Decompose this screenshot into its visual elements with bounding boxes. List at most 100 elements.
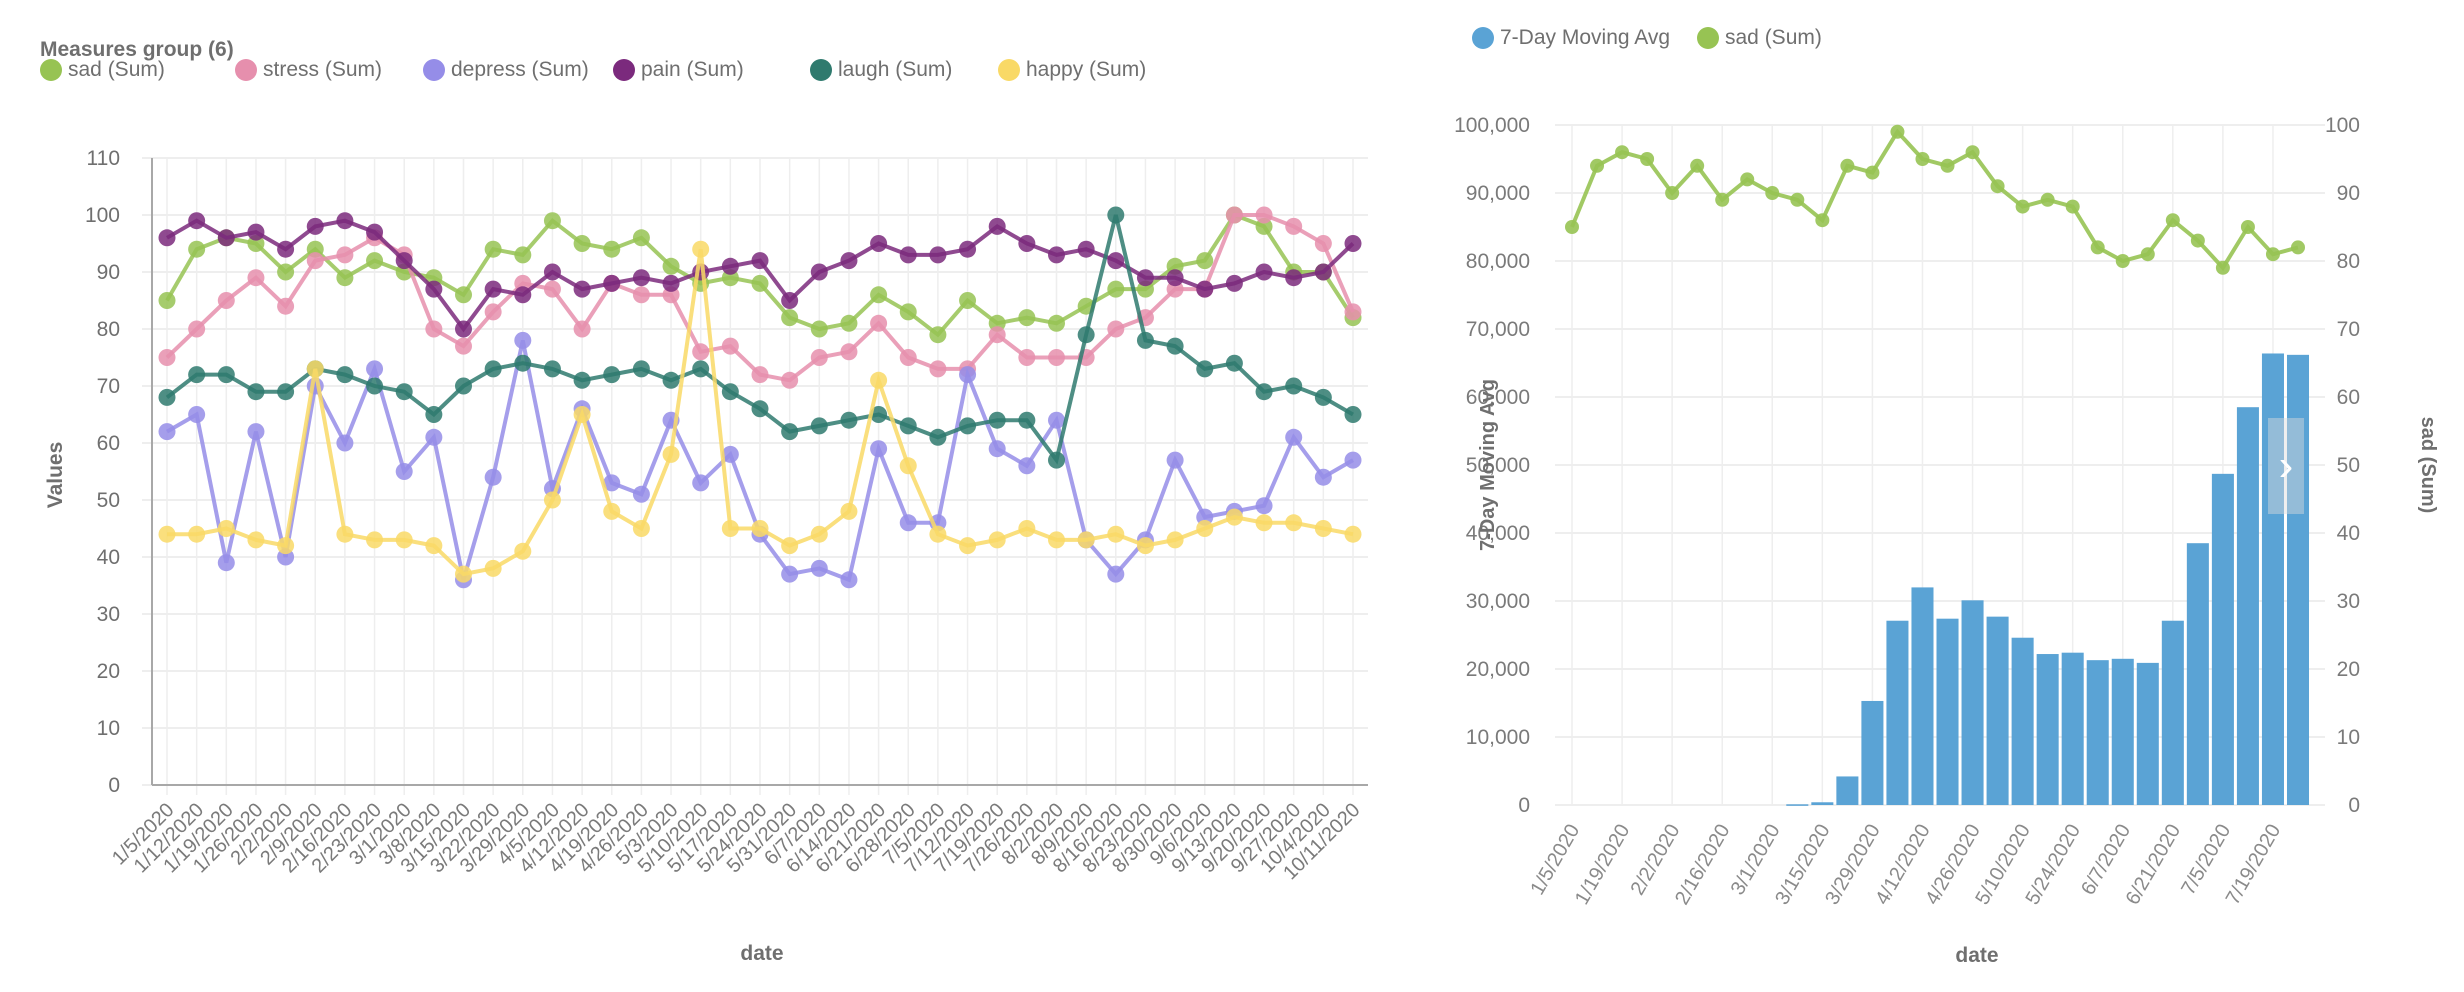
- data-point: [1590, 158, 1605, 173]
- data-point: [484, 240, 502, 258]
- right-chart-bars: [1786, 353, 2310, 806]
- data-point: [721, 383, 739, 401]
- data-point: [662, 257, 680, 275]
- y-tick-label-right: 50: [2337, 454, 2360, 477]
- data-point: [781, 537, 799, 555]
- data-point: [870, 406, 888, 423]
- legend-item-happy[interactable]: happy (Sum): [998, 58, 1146, 82]
- data-point: [395, 531, 413, 549]
- data-point: [870, 371, 888, 389]
- y-tick-label-left: 90,000: [1466, 182, 1530, 205]
- legend-label: stress (Sum): [263, 58, 383, 81]
- data-point: [988, 440, 1006, 458]
- data-point: [514, 354, 532, 372]
- legend-item-laugh[interactable]: laugh (Sum): [810, 58, 952, 82]
- data-point: [603, 502, 621, 520]
- data-point: [1018, 457, 1036, 475]
- data-point: [1136, 269, 1154, 287]
- y-tick-label-left: 40,000: [1466, 522, 1530, 545]
- bar: [2161, 620, 2184, 805]
- legend-item-stress[interactable]: stress (Sum): [235, 58, 382, 82]
- data-point: [810, 349, 828, 366]
- data-point: [751, 274, 769, 292]
- data-point: [840, 502, 858, 520]
- legend-item-sad[interactable]: sad (Sum): [40, 58, 165, 82]
- data-point: [781, 565, 799, 583]
- data-point: [810, 417, 828, 435]
- data-point: [1107, 320, 1125, 338]
- legend-swatch-depress: [423, 59, 445, 81]
- legend-item-moving-avg[interactable]: 7-Day Moving Avg: [1472, 26, 1670, 50]
- data-point: [1715, 192, 1730, 207]
- x-tick-label: 6/7/2020: [2077, 821, 2135, 899]
- y-tick-label: 40: [97, 546, 120, 569]
- data-point: [870, 235, 888, 252]
- bar: [2136, 662, 2159, 805]
- legend-label: sad (Sum): [1725, 26, 1822, 49]
- data-point: [484, 360, 502, 378]
- bar: [1911, 587, 1934, 805]
- data-point: [1565, 220, 1579, 234]
- data-point: [1018, 520, 1036, 537]
- data-point: [1077, 326, 1095, 344]
- data-point: [988, 217, 1006, 235]
- legend-label: 7-Day Moving Avg: [1500, 26, 1671, 49]
- y-tick-label-left: 70,000: [1466, 318, 1530, 341]
- data-point: [1048, 411, 1065, 429]
- legend-swatch-laugh: [810, 59, 832, 81]
- data-point: [1107, 206, 1125, 224]
- data-point: [2291, 240, 2305, 255]
- bar: [1811, 802, 1834, 805]
- legend-swatch-sad: [40, 59, 62, 81]
- data-point: [306, 217, 324, 235]
- y-tick-label-right: 0: [2348, 794, 2360, 817]
- data-point: [306, 252, 324, 270]
- y-tick-label: 110: [87, 147, 120, 170]
- data-point: [899, 349, 917, 366]
- data-point: [1107, 252, 1125, 270]
- data-point: [2240, 220, 2255, 234]
- data-point: [484, 280, 502, 298]
- legend-item-depress[interactable]: depress (Sum): [423, 58, 589, 82]
- scroll-right-button[interactable]: ›: [2268, 418, 2304, 514]
- data-point: [929, 525, 947, 543]
- data-point: [188, 366, 206, 384]
- data-point: [1136, 331, 1154, 349]
- data-point: [1136, 537, 1154, 555]
- data-point: [1048, 246, 1065, 264]
- legend-item-pain[interactable]: pain (Sum): [613, 58, 744, 82]
- data-point: [1225, 274, 1243, 292]
- data-point: [514, 246, 532, 264]
- data-point: [2265, 247, 2280, 262]
- y-tick-label-left: 0: [1518, 794, 1530, 817]
- data-point: [425, 320, 443, 338]
- y-tick-label: 50: [97, 489, 120, 512]
- y-tick-label-right: 80: [2337, 250, 2360, 273]
- data-point: [573, 280, 591, 298]
- data-point: [1344, 303, 1362, 321]
- data-point: [217, 554, 235, 572]
- y-tick-label-right: 30: [2337, 590, 2360, 613]
- data-point: [1196, 252, 1214, 270]
- bar: [2086, 660, 2109, 805]
- data-point: [1285, 217, 1303, 235]
- y-tick-label-left: 10,000: [1466, 726, 1530, 749]
- x-tick-label: 2/2/2020: [1626, 821, 1684, 899]
- legend-swatch-stress: [235, 59, 257, 81]
- data-point: [1225, 206, 1243, 224]
- data-point: [1196, 280, 1214, 298]
- data-point: [751, 366, 769, 384]
- data-point: [899, 514, 917, 532]
- data-point: [1166, 451, 1184, 469]
- left-chart-y-ticks: 0 10 20 30 40 50 60 70 80 90 100 110: [85, 147, 120, 797]
- data-point: [188, 406, 206, 423]
- data-point: [959, 240, 977, 258]
- data-point: [277, 537, 295, 555]
- y-tick-label-left: 60,000: [1466, 386, 1530, 409]
- data-point: [632, 485, 650, 503]
- data-point: [988, 531, 1006, 549]
- legend-item-sad-right[interactable]: sad (Sum): [1697, 26, 1822, 50]
- data-point: [988, 326, 1006, 344]
- data-point: [543, 360, 561, 378]
- bar: [1961, 600, 1984, 805]
